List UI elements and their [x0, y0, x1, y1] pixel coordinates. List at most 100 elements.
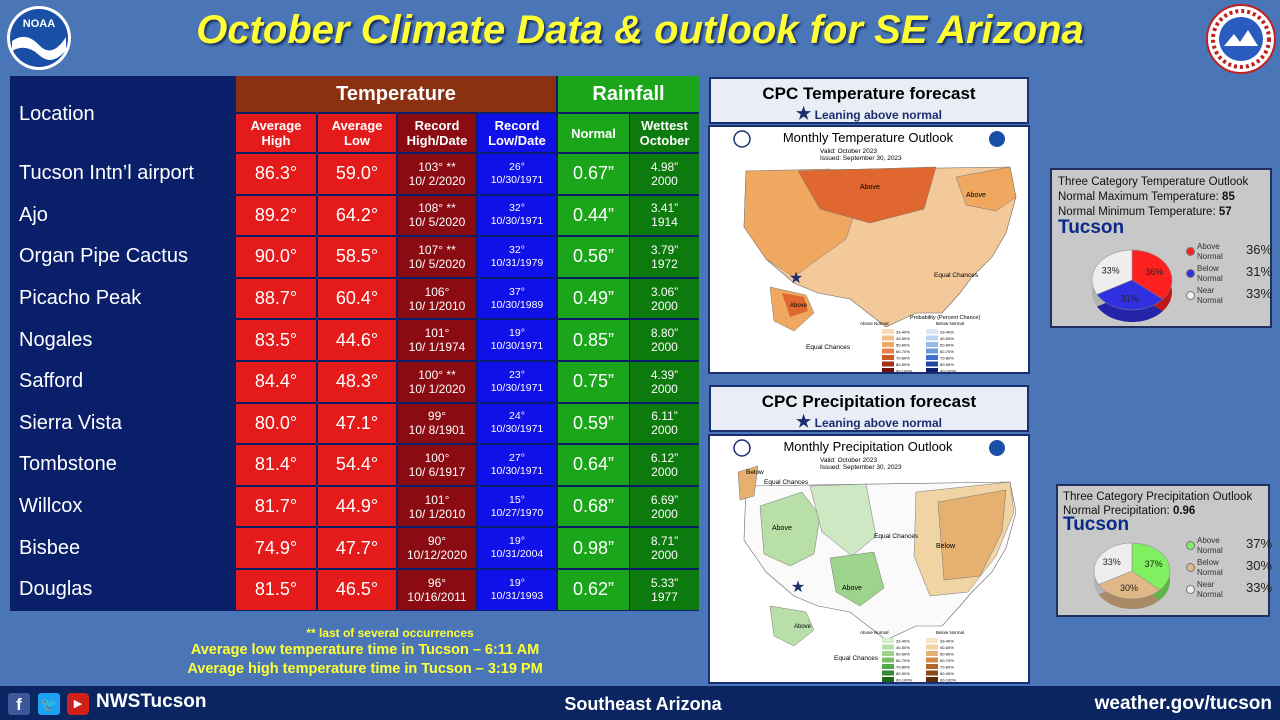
- noaa-logo-text: NOAA: [23, 18, 55, 30]
- col-avg-low-line2: Low: [344, 133, 370, 148]
- temp-box-min-value: 57: [1218, 206, 1232, 218]
- legend-swatch: [882, 670, 894, 676]
- record-high-cell: 103° ** 10/ 2/2020: [398, 154, 476, 194]
- legend-label-below: Below Normal: [1197, 264, 1223, 283]
- temp-map-label-above2: Above: [966, 192, 986, 199]
- record-low-value: 19°: [509, 576, 525, 589]
- avg-high-cell: 83.5°: [236, 320, 316, 360]
- avg-low-cell: 47.1°: [318, 403, 396, 444]
- location-header: Location: [10, 76, 234, 152]
- record-low-date: 10/30/1971: [490, 381, 544, 394]
- footer-handle[interactable]: NWSTucson: [96, 691, 207, 712]
- temperature-header: Temperature: [236, 76, 556, 112]
- legend-label: 60-70%: [940, 658, 954, 663]
- pie-label-below: 30%: [1120, 583, 1138, 593]
- precip-forecast-title: CPC Precipitation forecast: [761, 392, 977, 411]
- record-low-value: 19°: [509, 535, 525, 548]
- legend-label: 70-80%: [940, 665, 954, 670]
- avg-high-cell: 86.3°: [236, 154, 316, 194]
- normal-rain-cell: 0.59”: [558, 403, 629, 444]
- avg-high-cell: 90.0°: [236, 237, 316, 277]
- legend-label: 90-100%: [940, 369, 956, 373]
- record-high-cell: 101° 10/ 1/2010: [398, 486, 476, 527]
- location-cell: Bisbee: [10, 528, 234, 568]
- avg-low-cell: 46.5°: [318, 570, 396, 610]
- record-high-cell: 106° 10/ 1/2010: [398, 278, 476, 319]
- legend-near: Near Normal 33%: [1186, 286, 1280, 310]
- record-high-cell: 100° ** 10/ 1/2020: [398, 362, 476, 402]
- avg-low-cell: 59.0°: [318, 154, 396, 194]
- wettest-value: 8.71”: [650, 534, 679, 549]
- wettest-year: 2000: [651, 548, 678, 563]
- wettest-cell: 5.33” 1977: [630, 570, 699, 610]
- temp-legend-title: Probability (Percent Chance): [910, 315, 980, 321]
- legend-swatch: [926, 664, 938, 669]
- col-avg-high-line2: High: [261, 133, 291, 148]
- col-rec-low-line2: Low/Date: [488, 133, 546, 148]
- precip-box-norm-label: Normal Precipitation:: [1063, 505, 1170, 517]
- legend-swatch: [926, 335, 938, 341]
- star-icon: ★: [796, 104, 812, 123]
- location-cell: Tombstone: [10, 445, 234, 485]
- wettest-cell: 3.41” 1914: [630, 195, 699, 236]
- record-high-date: 10/ 8/1901: [408, 423, 466, 438]
- climate-table: Location Temperature Rainfall Average High Av…: [10, 76, 699, 611]
- pie-slice-above: [1131, 249, 1173, 300]
- col-wettest-line1: Wettest: [641, 118, 688, 133]
- wettest-value: 8.80”: [650, 326, 679, 341]
- legend-label-above: Above Normal: [1197, 242, 1223, 261]
- wettest-cell: 4.98” 2000: [630, 154, 699, 194]
- precip-box-city: Tucson: [1063, 514, 1130, 535]
- record-low-value: 26°: [509, 160, 525, 173]
- legend-label: 90-100%: [940, 678, 956, 683]
- legend-label: 60-70%: [896, 658, 910, 663]
- record-high-date: 10/ 6/1917: [408, 464, 466, 479]
- precip-map-label-above3: Above: [794, 624, 812, 630]
- legend-dot-above: [1186, 247, 1195, 256]
- record-low-date: 10/30/1971: [490, 215, 544, 228]
- legend-pct-above: 36%: [1246, 242, 1273, 257]
- temp-legend-above-header: Above Normal: [860, 321, 889, 326]
- precip-map-label-below1: Below: [746, 469, 764, 476]
- record-low-date: 10/30/1971: [490, 340, 544, 353]
- record-low-cell: 19° 10/30/1971: [478, 320, 556, 360]
- wettest-value: 3.41”: [650, 201, 679, 216]
- temp-forecast-title: CPC Temperature forecast: [762, 84, 976, 103]
- record-low-value: 19°: [509, 327, 525, 340]
- legend-above: Above Normal 37%: [1186, 536, 1280, 560]
- legend-swatch: [882, 348, 894, 354]
- legend-swatch: [926, 670, 938, 676]
- precip-map-label-equal3: Equal Chances: [834, 655, 879, 662]
- normal-rain-cell: 0.67”: [558, 154, 629, 194]
- legend-swatch: [926, 329, 938, 334]
- temp-map-title: Monthly Temperature Outlook: [783, 130, 954, 145]
- legend-swatch: [926, 644, 938, 650]
- pie-label-near: 33%: [1102, 266, 1120, 276]
- avg-high-cell: 88.7°: [236, 278, 316, 319]
- legend-swatch: [882, 657, 894, 663]
- location-cell: Sierra Vista: [10, 403, 234, 444]
- record-high-cell: 90° 10/12/2020: [398, 528, 476, 568]
- temp-map-label-equal1: Equal Chances: [934, 272, 979, 279]
- record-low-cell: 23° 10/30/1971: [478, 362, 556, 402]
- legend-label: 50-60%: [940, 343, 954, 348]
- record-low-cell: 32° 10/30/1971: [478, 195, 556, 236]
- twitter-icon[interactable]: 🐦: [38, 693, 60, 715]
- normal-rain-cell: 0.85”: [558, 320, 629, 360]
- legend-pct-near: 33%: [1246, 286, 1273, 301]
- youtube-icon[interactable]: ▶: [67, 693, 89, 715]
- legend-swatch: [882, 335, 894, 341]
- legend-swatch: [882, 361, 894, 367]
- location-cell: Tucson Intn’l airport: [10, 154, 234, 194]
- location-cell: Safford: [10, 362, 234, 402]
- normal-rain-cell: 0.49”: [558, 278, 629, 319]
- temp-category-box: Three Category Temperature Outlook Norma…: [1050, 168, 1272, 328]
- noaa-seal-icon: [989, 440, 1005, 456]
- normal-rain-cell: 0.56”: [558, 237, 629, 277]
- normal-rain-cell: 0.64”: [558, 445, 629, 485]
- footer-url[interactable]: weather.gov/tucson: [1094, 693, 1272, 714]
- nws-logo: [1206, 4, 1276, 74]
- facebook-icon[interactable]: f: [8, 693, 30, 715]
- wettest-value: 6.11”: [651, 409, 678, 424]
- record-low-date: 10/31/2004: [490, 548, 544, 561]
